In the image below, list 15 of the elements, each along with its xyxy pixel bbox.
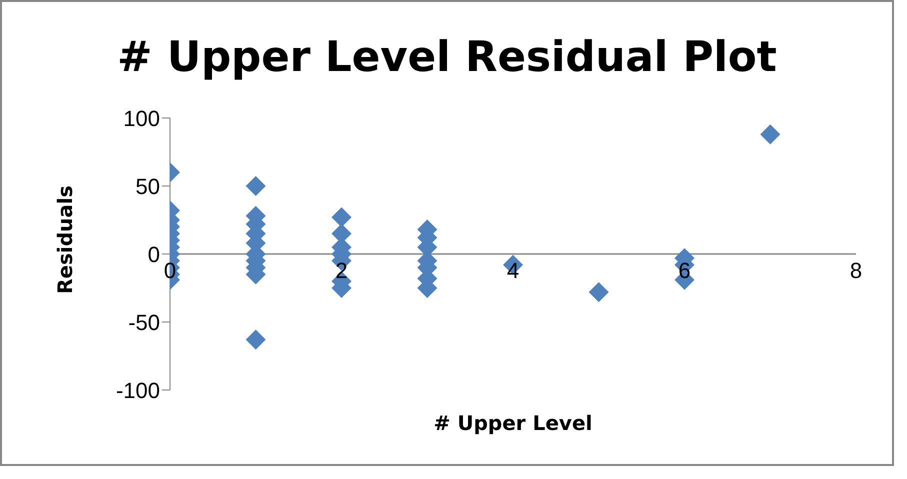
x-tick-label: 8 [850,258,862,283]
y-tick-label: -50 [128,310,160,335]
point [332,207,352,228]
y-tick-label: 100 [123,106,160,131]
chart-title: # Upper Level Residual Plot [116,32,778,81]
x-tick-label: 6 [678,258,691,283]
point [246,330,266,350]
y-axis-title: Residuals [53,185,78,294]
y-tick-label: 50 [136,174,160,199]
x-axis-title: # Upper Level [434,411,592,435]
y-tick-label: -100 [116,378,160,403]
point [246,176,266,196]
point [760,124,780,144]
point [588,282,609,302]
y-tick-label: 0 [148,242,160,267]
